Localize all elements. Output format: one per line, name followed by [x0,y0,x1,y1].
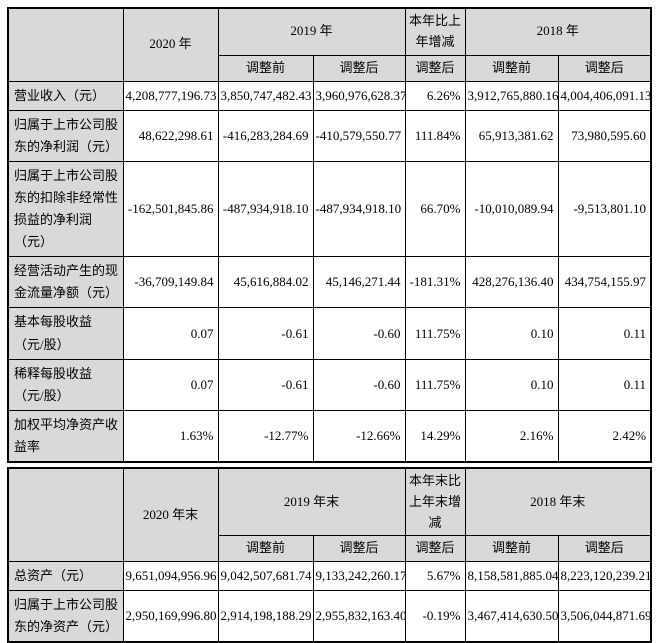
value-cell: -0.19% [404,590,466,643]
value-cell: -181.31% [404,256,466,309]
value-cell: 9,651,094,956.96 [122,561,219,592]
value-cell: 5.67% [404,561,466,592]
value-cell: 2,955,832,163.40 [312,590,406,643]
table-row: 加权平均净资产收益率 1.63% -12.77% -12.66% 14.29% … [7,409,652,463]
row-label: 加权平均净资产收益率 [7,409,124,463]
table-row: 归属于上市公司股东的净资产（元） 2,950,169,996.80 2,914,… [7,590,652,643]
header-2018: 2018 年 [464,7,652,56]
value-cell: 3,960,976,628.37 [312,80,406,111]
table-row: 稀释每股收益（元/股） 0.07 -0.61 -0.60 111.75% 0.1… [7,358,652,411]
value-cell: -162,501,845.86 [122,160,219,258]
header-adj-before-2019: 调整前 [217,54,314,82]
header-adj-before-2018-end: 调整前 [464,535,559,563]
value-cell: 48,622,298.61 [122,109,219,162]
value-cell: 3,850,747,482.43 [217,80,314,111]
header-adj-after-change-end: 调整后 [404,535,466,563]
value-cell: 1.63% [122,409,219,463]
value-cell: -410,579,550.77 [312,109,406,162]
corner-cell [7,7,124,82]
header-2019-end: 2019 年末 [217,467,406,537]
value-cell: -9,513,801.10 [557,160,652,258]
header-adj-after-2018: 调整后 [557,54,652,82]
value-cell: -0.60 [312,307,406,360]
table-row: 基本每股收益（元/股） 0.07 -0.61 -0.60 111.75% 0.1… [7,307,652,360]
row-label: 营业收入（元） [7,80,124,111]
value-cell: 8,223,120,239.21 [557,561,652,592]
header-change-end: 本年末比上年末增减 [404,467,466,537]
value-cell: 45,616,884.02 [217,256,314,309]
row-label: 归属于上市公司股东的扣除非经常性损益的净利润（元） [7,160,124,258]
value-cell: 428,276,136.40 [464,256,559,309]
header-adj-after-2019-end: 调整后 [312,535,406,563]
value-cell: -12.66% [312,409,406,463]
value-cell: -0.61 [217,358,314,411]
value-cell: 14.29% [404,409,466,463]
header-change: 本年比上年增减 [404,7,466,56]
value-cell: 111.75% [404,358,466,411]
value-cell: 434,754,155.97 [557,256,652,309]
table-row: 归属于上市公司股东的净利润（元） 48,622,298.61 -416,283,… [7,109,652,162]
row-label: 归属于上市公司股东的净利润（元） [7,109,124,162]
value-cell: 4,004,406,091.13 [557,80,652,111]
value-cell: 8,158,581,885.04 [464,561,559,592]
header-adj-after-2019: 调整后 [312,54,406,82]
table-row: 总资产（元） 9,651,094,956.96 9,042,507,681.74… [7,561,652,592]
header-2019: 2019 年 [217,7,406,56]
value-cell: 73,980,595.60 [557,109,652,162]
header-2018-end: 2018 年末 [464,467,652,537]
value-cell: 65,913,381.62 [464,109,559,162]
value-cell: 2,914,198,188.29 [217,590,314,643]
value-cell: 9,133,242,260.17 [312,561,406,592]
balance-table: 2020 年末 2019 年末 本年末比上年末增减 2018 年末 调整前 调整… [7,467,653,643]
value-cell: 2.42% [557,409,652,463]
value-cell: 0.07 [122,358,219,411]
header-adj-after-2018-end: 调整后 [557,535,652,563]
value-cell: 111.84% [404,109,466,162]
value-cell: 0.10 [464,307,559,360]
value-cell: -0.61 [217,307,314,360]
value-cell: 3,912,765,880.16 [464,80,559,111]
row-label: 归属于上市公司股东的净资产（元） [7,590,124,643]
value-cell: 45,146,271.44 [312,256,406,309]
row-label: 基本每股收益（元/股） [7,307,124,360]
corner-cell [7,467,124,563]
table-row: 营业收入（元） 4,208,777,196.73 3,850,747,482.4… [7,80,652,111]
summary-table: 2020 年 2019 年 本年比上年增减 2018 年 调整前 调整后 调整后… [7,7,653,463]
value-cell: 0.07 [122,307,219,360]
value-cell: -36,709,149.84 [122,256,219,309]
value-cell: 3,467,414,630.50 [464,590,559,643]
row-label: 经营活动产生的现金流量净额（元） [7,256,124,309]
value-cell: -487,934,918.10 [312,160,406,258]
table-row: 经营活动产生的现金流量净额（元） -36,709,149.84 45,616,8… [7,256,652,309]
value-cell: -0.60 [312,358,406,411]
row-label: 总资产（元） [7,561,124,592]
value-cell: -487,934,918.10 [217,160,314,258]
header-adj-before-2018: 调整前 [464,54,559,82]
value-cell: 2.16% [464,409,559,463]
value-cell: 111.75% [404,307,466,360]
value-cell: 0.10 [464,358,559,411]
row-label: 稀释每股收益（元/股） [7,358,124,411]
value-cell: -12.77% [217,409,314,463]
header-2020: 2020 年 [122,7,219,82]
value-cell: 9,042,507,681.74 [217,561,314,592]
value-cell: 2,950,169,996.80 [122,590,219,643]
value-cell: 4,208,777,196.73 [122,80,219,111]
value-cell: 0.11 [557,307,652,360]
header-2020-end: 2020 年末 [122,467,219,563]
value-cell: 0.11 [557,358,652,411]
value-cell: 66.70% [404,160,466,258]
report-page: 2020 年 2019 年 本年比上年增减 2018 年 调整前 调整后 调整后… [7,7,653,643]
table-row: 归属于上市公司股东的扣除非经常性损益的净利润（元） -162,501,845.8… [7,160,652,258]
value-cell: 6.26% [404,80,466,111]
value-cell: 3,506,044,871.69 [557,590,652,643]
header-adj-before-2019-end: 调整前 [217,535,314,563]
value-cell: -10,010,089.94 [464,160,559,258]
value-cell: -416,283,284.69 [217,109,314,162]
header-adj-after-change: 调整后 [404,54,466,82]
